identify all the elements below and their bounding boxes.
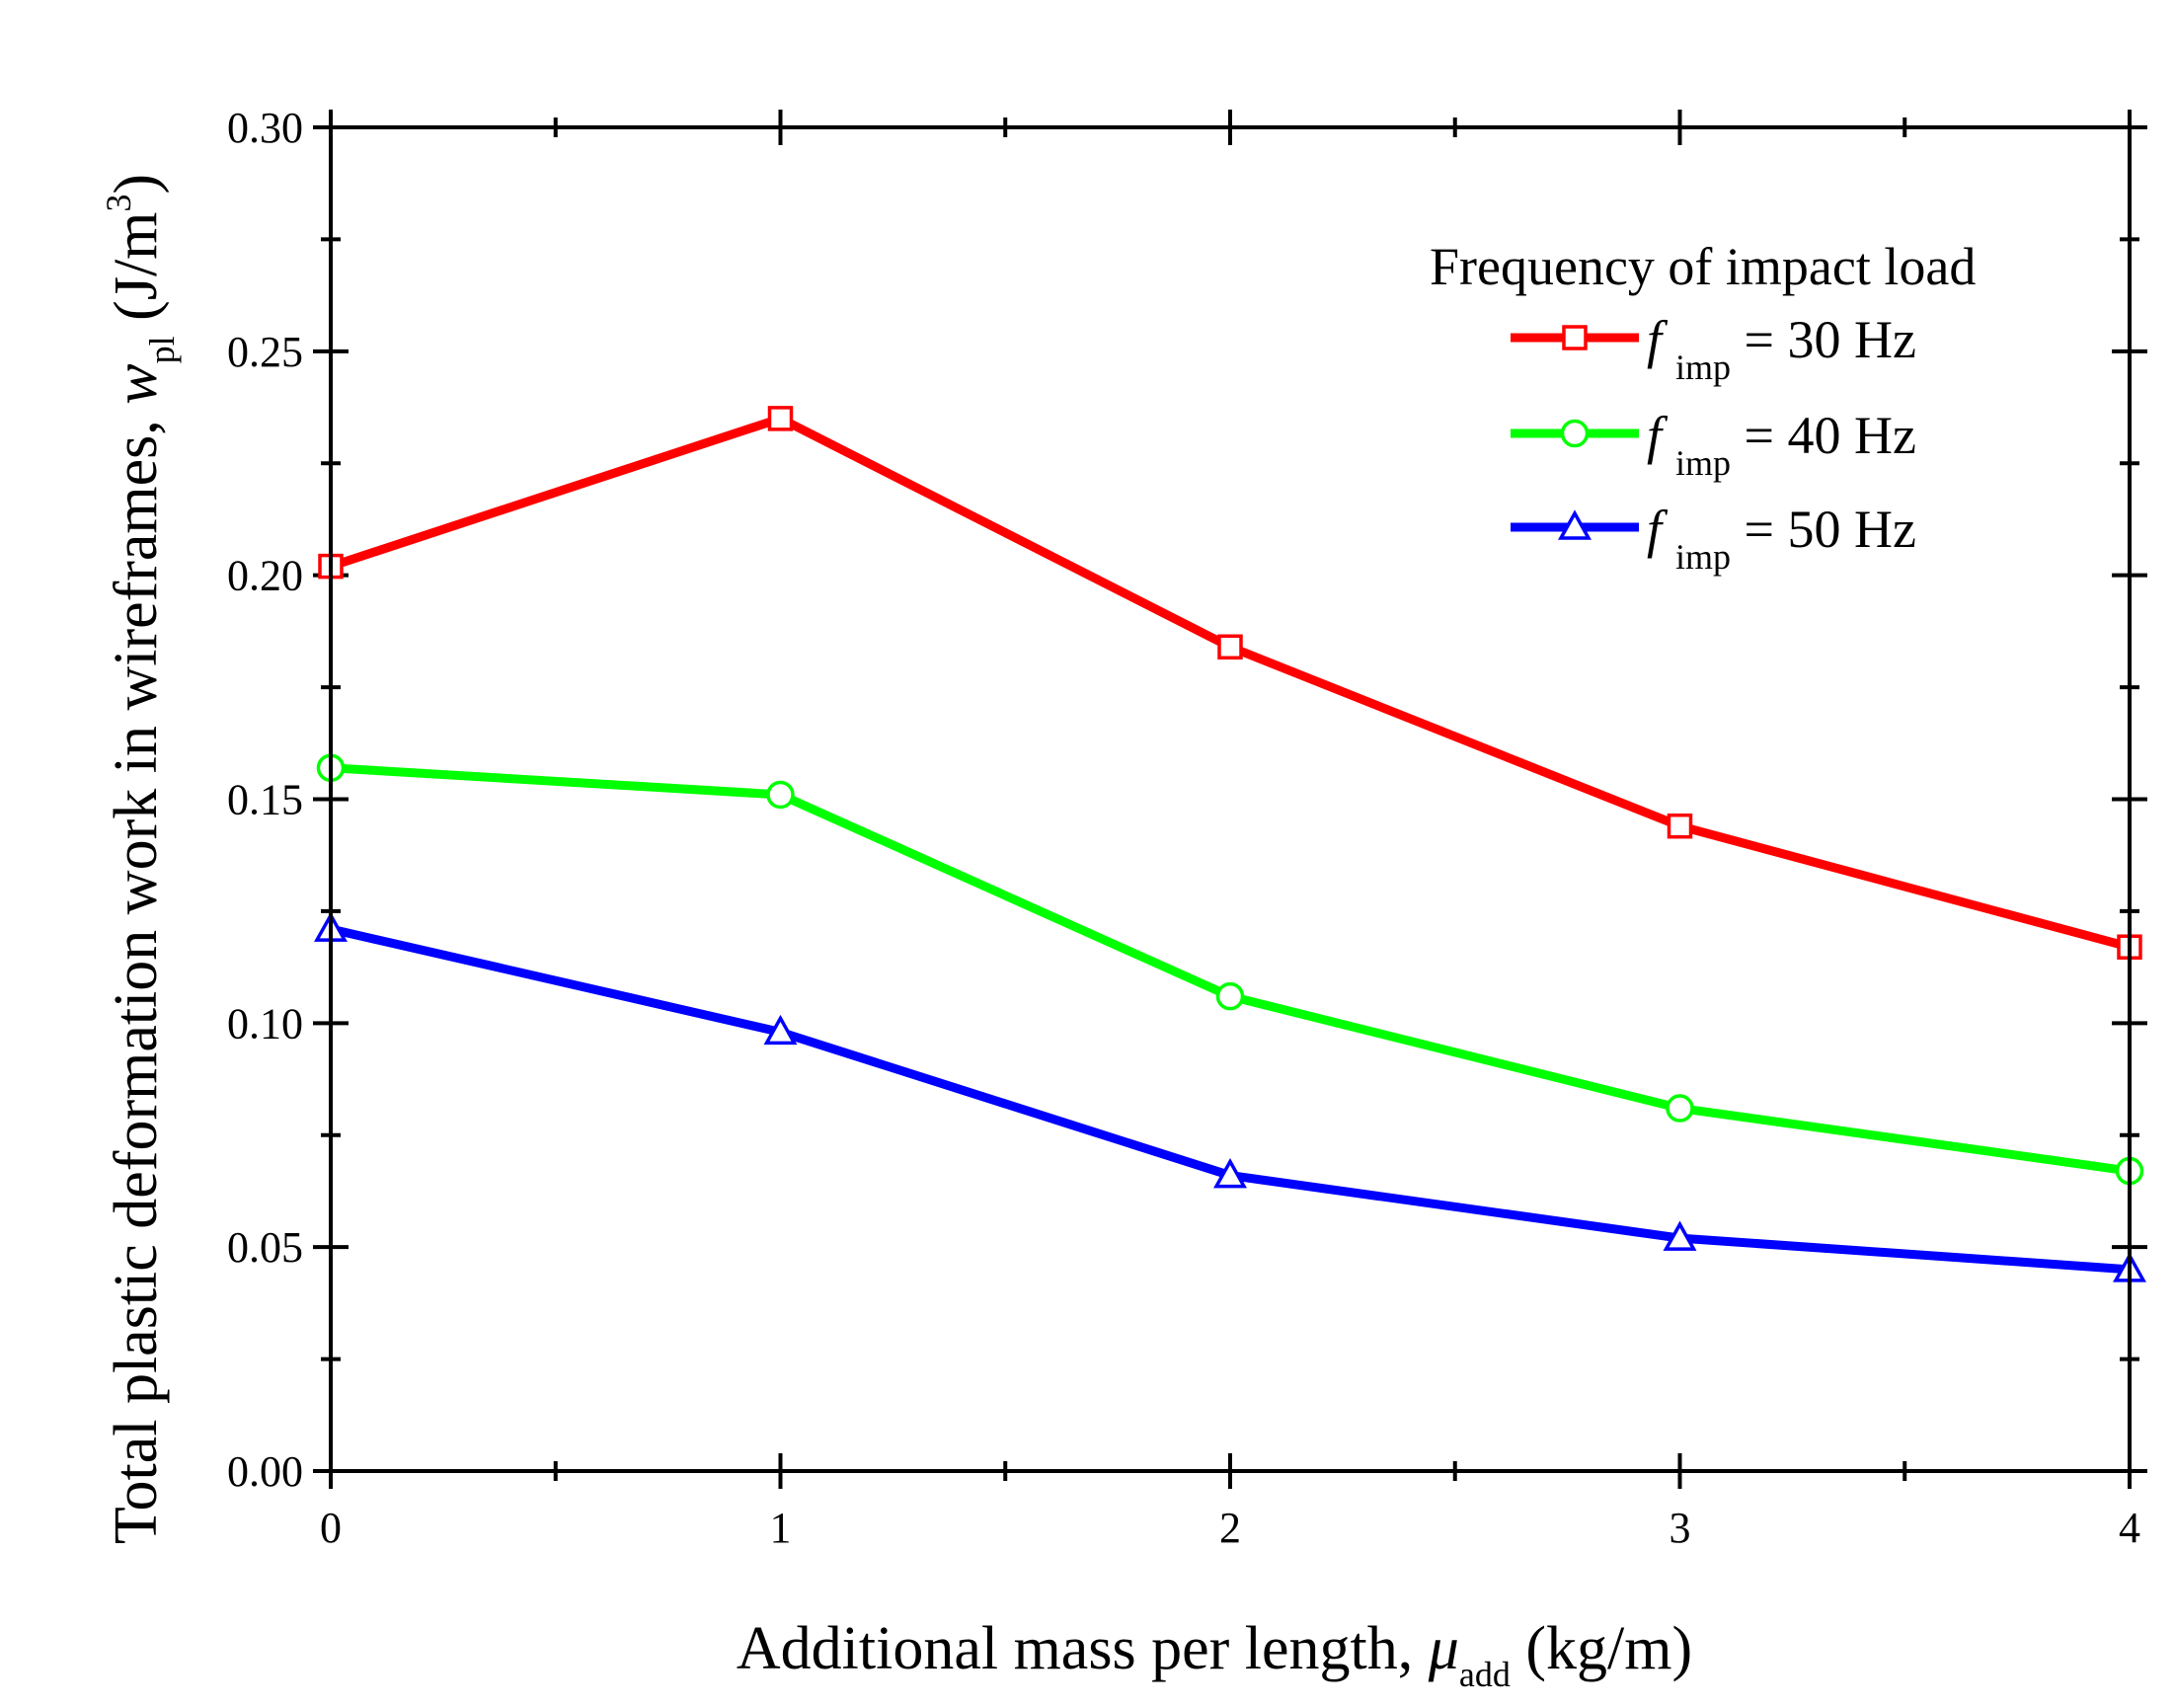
y-tick-label: 0.25: [227, 328, 303, 376]
axes: 0.00 0.05 0.10 0.15 0.20 0.25 0.30 0 1 2 3 4: [227, 104, 2147, 1552]
x-axis-title: Additional mass per length, μadd (kg/m): [737, 1615, 1692, 1694]
legend-symbol: f: [1647, 406, 1669, 465]
x-axis-title-symbol: μ: [1428, 1615, 1459, 1682]
x-tick-label: 4: [2119, 1504, 2140, 1552]
series-line: [330, 763, 2131, 1176]
legend-value: = 40 Hz: [1731, 406, 1916, 465]
y-tick-label: 0.15: [227, 776, 303, 824]
y-axis-title: Total plastic deformation work in wirefr…: [99, 174, 182, 1544]
data-point: [1663, 1220, 1697, 1251]
series-line: [329, 924, 2131, 1275]
x-tick-label: 2: [1219, 1504, 1241, 1552]
legend-title: Frequency of impact load: [1430, 237, 1976, 296]
data-point: [1666, 1094, 1694, 1123]
legend-value: = 50 Hz: [1731, 500, 1916, 559]
x-tick-label: 1: [770, 1504, 792, 1552]
y-axis-title-main: Total plastic deformation work in wirefr…: [103, 405, 170, 1544]
legend-item-50hz: f imp = 50 Hz: [1511, 500, 1916, 577]
y-tick-label: 0.05: [227, 1223, 303, 1272]
y-axis-title-unit-suffix: ): [103, 174, 170, 194]
series--50-hz: [314, 911, 2146, 1282]
y-tick-label: 0.10: [227, 999, 303, 1048]
y-axis-title-symbol: w: [103, 363, 170, 404]
legend-symbol: f: [1647, 310, 1669, 369]
series--40-hz: [316, 753, 2144, 1186]
legend-subscript: imp: [1675, 537, 1731, 577]
data-point: [766, 780, 795, 810]
legend-label-30hz: f imp = 30 Hz: [1647, 310, 1916, 387]
legend-marker: [1560, 419, 1590, 448]
legend-item-30hz: f imp = 30 Hz: [1511, 310, 1916, 387]
data-point: [1667, 813, 1693, 839]
legend-swatch-marker: [1560, 419, 1590, 448]
x-axis-title-main: Additional mass per length,: [737, 1615, 1429, 1682]
y-tick-label: 0.20: [227, 552, 303, 600]
series--30-hz: [318, 406, 2142, 960]
legend-marker: [1562, 325, 1588, 350]
x-axis-title-unit: (kg/m): [1511, 1615, 1692, 1682]
legend-subscript: imp: [1675, 443, 1731, 483]
y-axis-title-unit-prefix: (J/m: [103, 212, 170, 337]
plot-frame: [329, 125, 2132, 1473]
data-point: [763, 1014, 798, 1046]
data-point: [1215, 981, 1245, 1011]
y-tick-label: 0.00: [227, 1447, 303, 1496]
legend-item-40hz: f imp = 40 Hz: [1511, 406, 1916, 483]
x-tick-label: 0: [320, 1504, 342, 1552]
legend-symbol: f: [1647, 500, 1669, 559]
series-line: [329, 414, 2132, 952]
data-point: [1213, 1157, 1247, 1189]
data-point: [1217, 634, 1243, 660]
y-tick-label: 0.30: [227, 104, 303, 152]
legend-swatch-marker: [1562, 325, 1588, 350]
legend-value: = 30 Hz: [1731, 310, 1916, 369]
data-point: [767, 406, 794, 431]
y-axis-title-subscript: pl: [142, 336, 182, 363]
y-axis-title-superscript: 3: [99, 194, 138, 212]
legend-subscript: imp: [1675, 348, 1731, 387]
x-axis-title-subscript: add: [1459, 1655, 1511, 1694]
legend-label-50hz: f imp = 50 Hz: [1647, 500, 1916, 577]
legend-swatch-marker: [1558, 509, 1592, 540]
legend-marker: [1558, 509, 1592, 540]
x-tick-label: 3: [1669, 1504, 1691, 1552]
legend-label-40hz: f imp = 40 Hz: [1647, 406, 1916, 483]
